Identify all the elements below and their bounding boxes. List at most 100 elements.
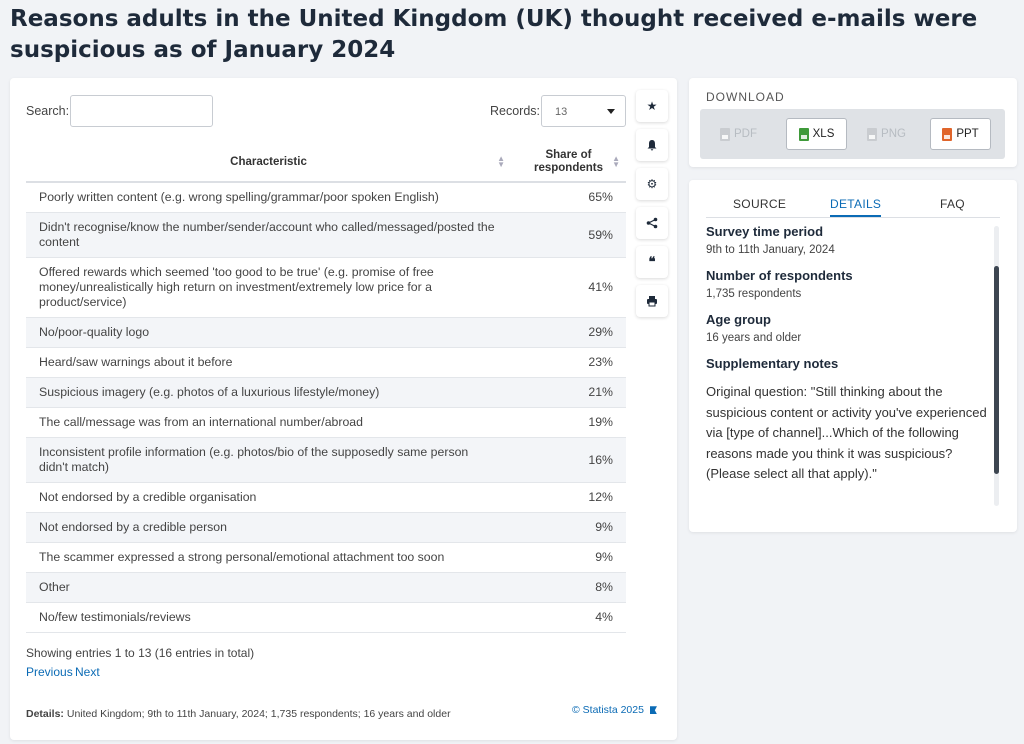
download-pdf-label: PDF <box>734 128 757 140</box>
download-title: DOWNLOAD <box>706 90 785 104</box>
age-group-value: 16 years and older <box>706 332 802 344</box>
row-value: 21% <box>511 377 626 408</box>
download-png-label: PNG <box>881 128 906 140</box>
row-label: Not endorsed by a credible person <box>26 512 511 543</box>
star-icon: ★ <box>646 99 658 113</box>
download-pdf-button[interactable]: PDF <box>708 118 769 150</box>
settings-button[interactable]: ⚙ <box>636 168 668 200</box>
row-label: Other <box>26 572 511 603</box>
row-label: The call/message was from an internation… <box>26 407 511 438</box>
table-row: Heard/saw warnings about it before 23% <box>26 347 626 378</box>
table-row: Not endorsed by a credible person 9% <box>26 512 626 543</box>
table-row: Not endorsed by a credible organisation 1… <box>26 482 626 513</box>
respondents-label: Number of respondents <box>706 268 853 283</box>
previous-page-link[interactable]: Previous <box>26 665 73 679</box>
row-value: 8% <box>511 572 626 603</box>
download-png-button[interactable]: PNG <box>856 118 917 150</box>
table-row: No/few testimonials/reviews 4% <box>26 602 626 633</box>
quote-icon: ❝ <box>648 254 656 269</box>
chevron-down-icon <box>607 109 615 114</box>
row-value: 9% <box>511 542 626 573</box>
gear-icon: ⚙ <box>646 177 658 191</box>
row-value: 12% <box>511 482 626 513</box>
tab-faq[interactable]: FAQ <box>940 197 965 211</box>
column-header-characteristic[interactable]: Characteristic ▲ ▼ <box>26 142 511 183</box>
bell-icon <box>647 140 657 151</box>
records-select[interactable]: 13 <box>541 95 626 127</box>
row-value: 9% <box>511 512 626 543</box>
ppt-file-icon <box>942 127 953 141</box>
row-label: Inconsistent profile information (e.g. p… <box>26 437 511 483</box>
row-label: No/poor-quality logo <box>26 317 511 348</box>
info-tabs: SOURCE DETAILS FAQ <box>706 192 1000 218</box>
supplementary-notes-value: Original question: "Still thinking about… <box>706 384 987 481</box>
page-title: Reasons adults in the United Kingdom (UK… <box>10 6 978 63</box>
row-value: 19% <box>511 407 626 438</box>
records-value: 13 <box>555 106 568 118</box>
supplementary-notes-label: Supplementary notes <box>706 356 839 371</box>
records-label: Records: <box>490 104 541 118</box>
row-value: 65% <box>511 182 626 213</box>
download-ppt-label: PPT <box>956 128 979 140</box>
table-row: The scammer expressed a strong personal/… <box>26 542 626 573</box>
details-label: Details: <box>26 708 64 720</box>
tab-source[interactable]: SOURCE <box>733 197 787 211</box>
xls-file-icon <box>798 127 809 141</box>
row-value: 4% <box>511 602 626 633</box>
row-label: Heard/saw warnings about it before <box>26 347 511 378</box>
png-file-icon <box>867 127 878 141</box>
notification-button[interactable] <box>636 129 668 161</box>
row-label: Didn't recognise/know the number/sender/… <box>26 212 511 258</box>
search-input[interactable] <box>70 95 213 127</box>
print-icon <box>647 296 657 307</box>
survey-period-value: 9th to 11th January, 2024 <box>706 244 835 256</box>
table-row: Poorly written content (e.g. wrong spell… <box>26 182 626 213</box>
column-header-share[interactable]: Share of respondents ▲ ▼ <box>511 142 626 183</box>
print-button[interactable] <box>636 285 668 317</box>
next-page-link[interactable]: Next <box>75 665 100 679</box>
table-row: Offered rewards which seemed 'too good t… <box>26 257 626 318</box>
download-ppt-button[interactable]: PPT <box>930 118 991 150</box>
sort-icon: ▲ ▼ <box>612 154 620 169</box>
row-label: No/few testimonials/reviews <box>26 602 511 633</box>
pdf-file-icon <box>720 127 730 141</box>
row-label: Poorly written content (e.g. wrong spell… <box>26 182 511 213</box>
cite-button[interactable]: ❝ <box>636 246 668 278</box>
download-xls-label: XLS <box>812 128 835 140</box>
entries-info: Showing entries 1 to 13 (16 entries in t… <box>26 646 255 660</box>
share-icon <box>646 217 658 229</box>
flag-icon <box>649 706 657 715</box>
row-value: 23% <box>511 347 626 378</box>
table-row: Suspicious imagery (e.g. photos of a lux… <box>26 377 626 408</box>
table-row: Inconsistent profile information (e.g. p… <box>26 437 626 483</box>
age-group-label: Age group <box>706 312 771 327</box>
respondents-value: 1,735 respondents <box>706 288 802 300</box>
statistic-table-card: Search: Records: 13 Characteristic ▲ ▼ Sh… <box>10 78 677 740</box>
favorite-button[interactable]: ★ <box>636 90 668 122</box>
download-xls-button[interactable]: XLS <box>786 118 847 150</box>
data-table: Characteristic ▲ ▼ Share of respondents ▲ ▼… <box>26 142 626 633</box>
row-label: Not endorsed by a credible organisation <box>26 482 511 513</box>
row-label: Offered rewards which seemed 'too good t… <box>26 257 511 318</box>
row-value: 16% <box>511 437 626 483</box>
table-row: Other 8% <box>26 572 626 603</box>
share-button[interactable] <box>636 207 668 239</box>
row-value: 59% <box>511 212 626 258</box>
row-value: 29% <box>511 317 626 348</box>
scrollbar[interactable] <box>994 226 999 506</box>
scrollbar-thumb[interactable] <box>994 266 999 474</box>
table-row: No/poor-quality logo 29% <box>26 317 626 348</box>
sort-icon: ▲ ▼ <box>497 154 505 169</box>
info-panel: SOURCE DETAILS FAQ Survey time period 9t… <box>689 180 1017 532</box>
download-bar: PDF XLS PNG PPT <box>700 109 1005 159</box>
row-label: The scammer expressed a strong personal/… <box>26 542 511 573</box>
copyright-link[interactable]: © Statista 2025 <box>572 704 657 716</box>
row-value: 41% <box>511 257 626 318</box>
tab-details[interactable]: DETAILS <box>830 197 882 217</box>
copyright-text: © Statista 2025 <box>572 704 644 716</box>
table-row: Didn't recognise/know the number/sender/… <box>26 212 626 258</box>
details-footer: Details: United Kingdom; 9th to 11th Jan… <box>26 708 451 720</box>
table-row: The call/message was from an internation… <box>26 407 626 438</box>
survey-period-label: Survey time period <box>706 224 824 239</box>
details-text: United Kingdom; 9th to 11th January, 202… <box>66 708 451 720</box>
